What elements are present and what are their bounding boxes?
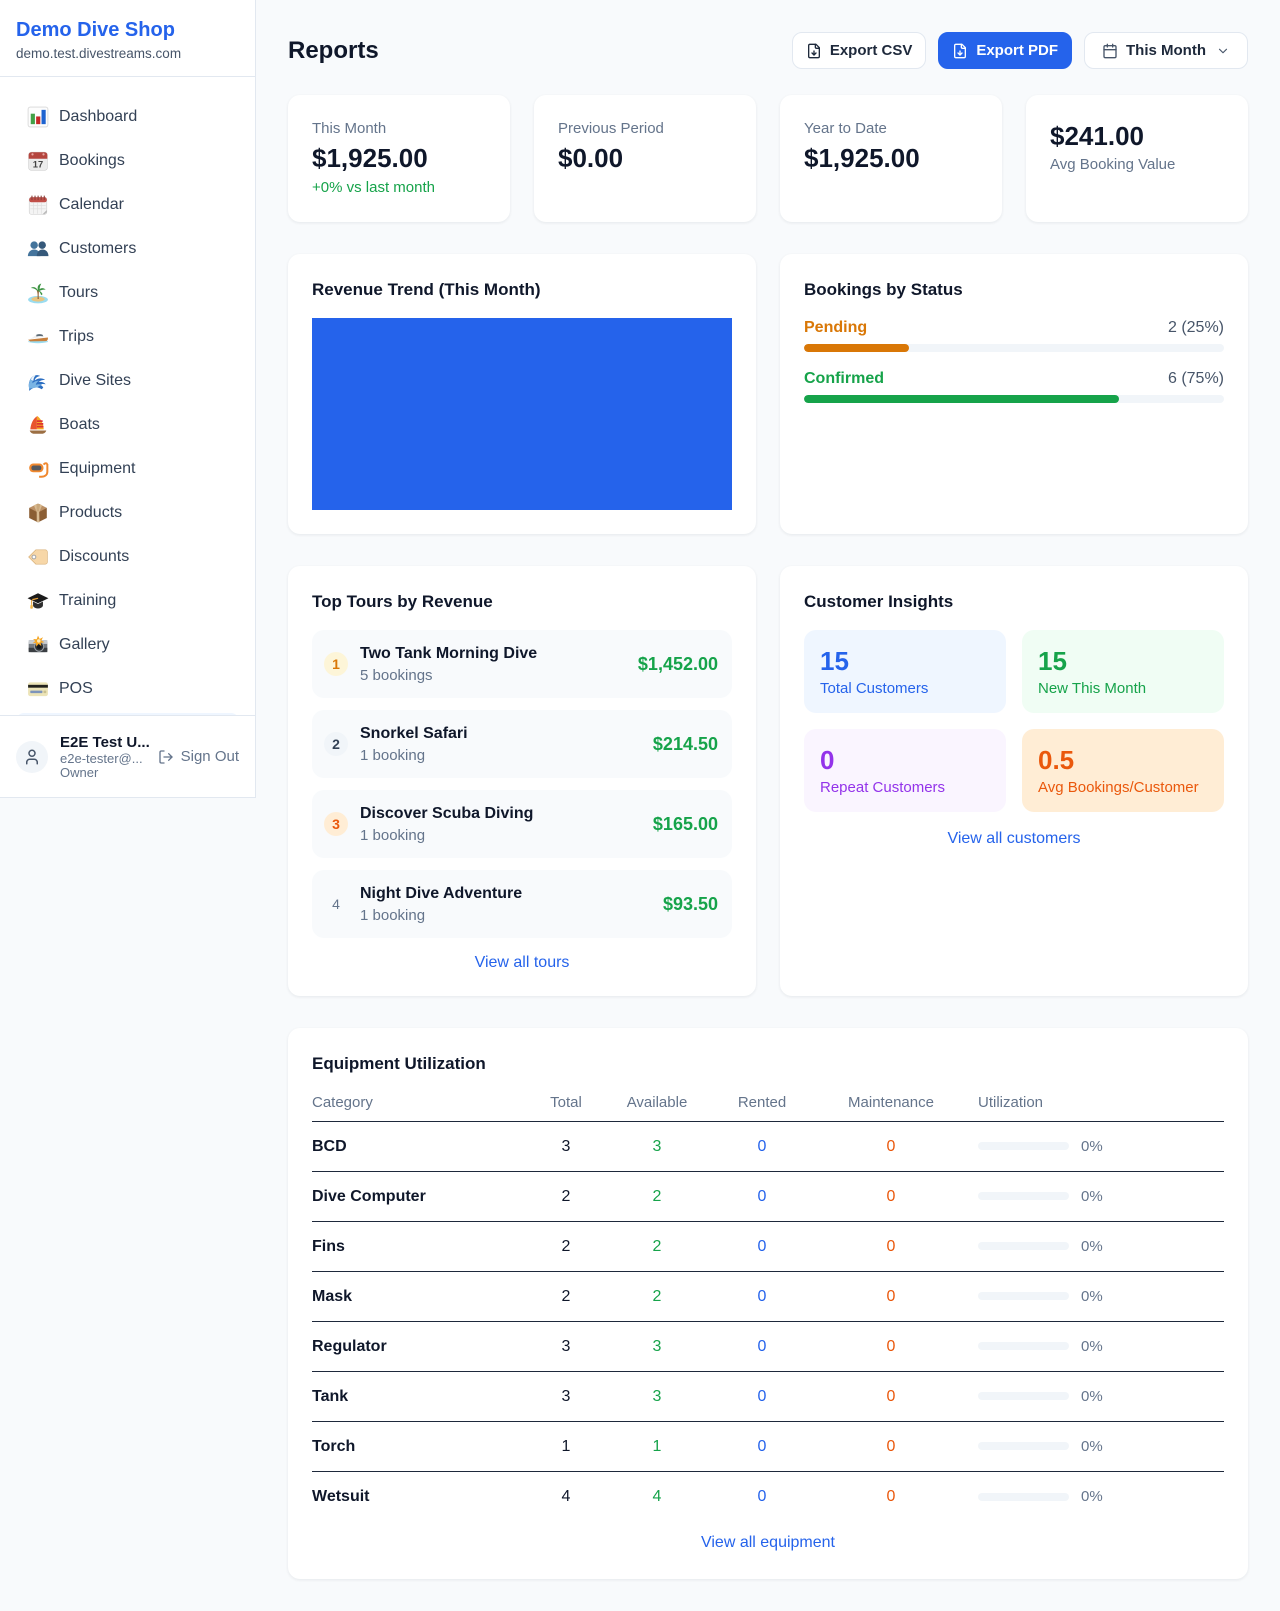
svg-text:17: 17 xyxy=(33,160,43,170)
